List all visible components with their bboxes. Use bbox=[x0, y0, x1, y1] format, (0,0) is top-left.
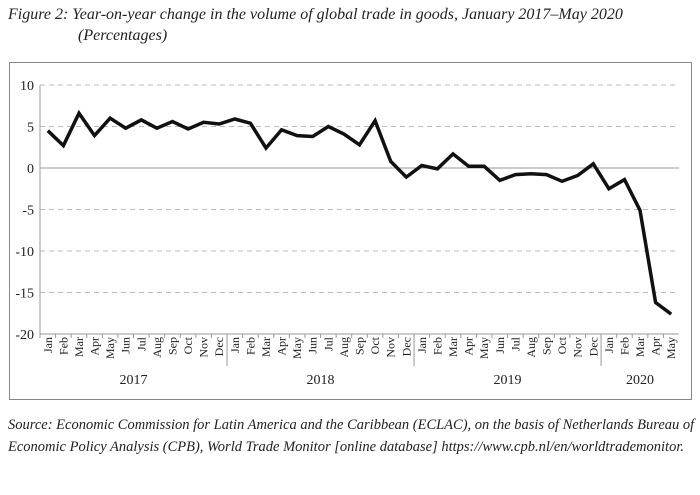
month-label: Jan bbox=[415, 337, 429, 353]
year-label: 2020 bbox=[626, 373, 654, 388]
month-label: Nov bbox=[571, 337, 585, 358]
month-label: Nov bbox=[384, 337, 398, 358]
month-label: Mar bbox=[72, 337, 86, 357]
month-label: Jan bbox=[228, 337, 242, 353]
month-label: Apr bbox=[649, 337, 663, 356]
month-label: Jan bbox=[602, 337, 616, 353]
month-label: Feb bbox=[617, 337, 631, 355]
y-tick-label: -5 bbox=[22, 204, 34, 219]
month-label: Feb bbox=[430, 337, 444, 355]
month-label: Oct bbox=[181, 336, 195, 354]
month-label: Oct bbox=[368, 336, 382, 354]
month-label: Sep bbox=[540, 337, 554, 355]
year-label: 2019 bbox=[494, 373, 522, 388]
month-label: Jan bbox=[41, 337, 55, 353]
month-label: Feb bbox=[243, 337, 257, 355]
month-label: Jun bbox=[306, 337, 320, 354]
y-tick-label: 5 bbox=[27, 121, 34, 136]
series-line bbox=[46, 109, 673, 316]
y-tick-label: -20 bbox=[15, 328, 34, 343]
month-label: Aug bbox=[150, 337, 164, 358]
month-label: May bbox=[477, 337, 491, 359]
month-label: Aug bbox=[524, 337, 538, 358]
month-label: Nov bbox=[197, 337, 211, 358]
y-tick-label: 0 bbox=[27, 162, 34, 177]
month-label: Jul bbox=[321, 336, 335, 351]
month-label: Apr bbox=[275, 337, 289, 356]
month-label: Mar bbox=[259, 337, 273, 357]
title-text: Figure 2: Year-on-year change in the vol… bbox=[8, 6, 623, 23]
month-label: May bbox=[290, 337, 304, 359]
y-tick-label: 10 bbox=[20, 79, 34, 94]
y-tick-label: -10 bbox=[15, 245, 34, 260]
figure-title: Figure 2: Year-on-year change in the vol… bbox=[8, 4, 623, 46]
month-label: Sep bbox=[165, 337, 179, 355]
month-label: Aug bbox=[337, 337, 351, 358]
month-label: Apr bbox=[88, 337, 102, 356]
y-tick-label: -15 bbox=[15, 287, 34, 302]
month-label: Oct bbox=[555, 336, 569, 354]
month-label: Sep bbox=[353, 337, 367, 355]
month-label: Dec bbox=[586, 337, 600, 356]
month-label: Dec bbox=[212, 337, 226, 356]
month-label: Mar bbox=[446, 337, 460, 357]
year-label: 2017 bbox=[120, 373, 148, 388]
month-label: Apr bbox=[462, 337, 476, 356]
month-label: Mar bbox=[633, 337, 647, 357]
month-label: Dec bbox=[399, 337, 413, 356]
source-note: Source: Economic Commission for Latin Am… bbox=[8, 417, 695, 455]
year-label: 2018 bbox=[307, 373, 335, 388]
month-label: Jul bbox=[508, 336, 522, 351]
month-label: Feb bbox=[56, 337, 70, 355]
month-label: May bbox=[664, 337, 678, 359]
month-label: Jun bbox=[493, 337, 507, 354]
subtitle: (Percentages) bbox=[78, 27, 168, 44]
chart-frame bbox=[9, 62, 692, 400]
month-label: Jun bbox=[119, 337, 133, 354]
month-label: May bbox=[103, 337, 117, 359]
month-label: Jul bbox=[134, 336, 148, 351]
